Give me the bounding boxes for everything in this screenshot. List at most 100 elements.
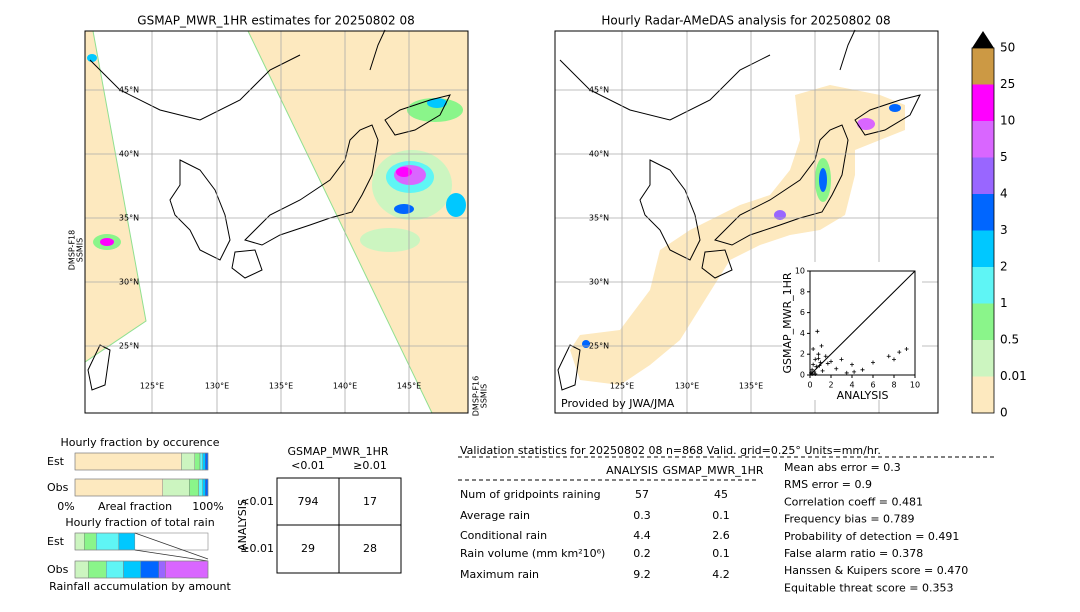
x-tick-label: 10 [910, 381, 920, 390]
color-band [972, 376, 994, 413]
lon-label: 125°E [140, 382, 164, 391]
x-label: ANALYSIS [837, 389, 889, 402]
diagonal [809, 270, 916, 376]
val-header: Validation statistics for 20250802 08 n=… [460, 444, 881, 457]
bar-segment [194, 452, 201, 471]
x-label: Rainfall accumulation by amount [49, 580, 231, 593]
lon-label: 140°E [333, 382, 357, 391]
point [810, 371, 815, 376]
bar-segment [158, 560, 166, 579]
lon-label: 125°E [610, 382, 634, 391]
score: Hanssen & Kuipers score = 0.470 [784, 564, 968, 577]
point [839, 357, 844, 362]
rain [87, 54, 97, 62]
color-band [972, 157, 994, 194]
row-header: ≥0.01 [240, 542, 274, 555]
point [818, 360, 823, 365]
point [850, 362, 854, 367]
score: Mean abs error = 0.3 [784, 461, 901, 474]
lat-label: 30°N [119, 278, 139, 287]
colorbar-label: 5 [1000, 150, 1008, 164]
point [820, 368, 825, 373]
bar-segment [123, 560, 142, 579]
val-cell: Conditional rain [460, 529, 547, 542]
point [897, 350, 902, 355]
bar-frame [74, 452, 209, 471]
point [810, 367, 815, 372]
score: RMS error = 0.9 [784, 478, 872, 491]
val-cell: Num of gridpoints raining [460, 488, 601, 501]
bar-segment [198, 478, 203, 497]
point [812, 369, 817, 374]
val-cell: 0.1 [712, 547, 730, 560]
bar-segment [84, 532, 97, 551]
point [816, 356, 821, 361]
bar-segment [74, 532, 85, 551]
colorbar-label: 4 [1000, 187, 1008, 201]
cell: 17 [363, 495, 377, 508]
point [811, 362, 816, 367]
lon-label: 130°E [675, 382, 699, 391]
table-title: GSMAP_MWR_1HR [287, 445, 388, 458]
row-label: Est [47, 535, 65, 548]
point [904, 347, 909, 351]
color-band [972, 230, 994, 267]
point [825, 361, 830, 366]
swath-label: SSMIS [480, 384, 489, 409]
row-label: ANALYSIS [236, 499, 249, 551]
lat-label: 25°N [589, 342, 609, 351]
bar-segment [205, 452, 209, 471]
point [871, 360, 875, 365]
lat-label: 45°N [119, 86, 139, 95]
val-cell: 2.6 [712, 529, 730, 542]
rain [857, 118, 875, 130]
map-left [84, 29, 469, 414]
point [886, 354, 891, 359]
color-band [972, 84, 994, 121]
inset-frame [809, 270, 916, 376]
bar-segment [181, 452, 195, 471]
bar-segment [74, 478, 163, 497]
rain [407, 98, 463, 122]
rain [774, 210, 786, 220]
bar-title: Hourly fraction by occurence [61, 436, 220, 449]
point [823, 354, 828, 359]
val-cell: Average rain [460, 509, 530, 522]
rain [819, 168, 827, 192]
bar-segment [205, 478, 209, 497]
point [816, 352, 821, 357]
y-tick-label: 10 [795, 267, 805, 276]
val-cell: 0.2 [633, 547, 651, 560]
coastline [557, 29, 921, 391]
colorbar-label: 25 [1000, 77, 1015, 91]
map-frame [554, 30, 939, 414]
connector [134, 532, 209, 562]
color-band [972, 340, 994, 377]
x-label: 100% [192, 500, 223, 513]
y-label: GSMAP_MWR_1HR [781, 272, 794, 373]
colorbar-label: 1 [1000, 296, 1008, 310]
score: Equitable threat score = 0.353 [784, 581, 953, 594]
x-label: 0% [57, 500, 74, 513]
col-header: ≥0.01 [353, 459, 387, 472]
x-tick-label: 2 [828, 381, 833, 390]
bar-segment [74, 452, 182, 471]
row-header: <0.01 [240, 495, 274, 508]
colorbar-label: 50 [1000, 41, 1015, 55]
lon-label: 135°E [269, 382, 293, 391]
bar-segment [88, 560, 107, 579]
bar-segment [140, 560, 159, 579]
x-tick-label: 4 [849, 381, 854, 390]
val-cell: 4.4 [633, 529, 651, 542]
lon-label: 130°E [205, 382, 229, 391]
score: Probability of detection = 0.491 [784, 530, 959, 543]
bar-segment [74, 560, 89, 579]
point [813, 357, 818, 362]
lon-label: 135°E [739, 382, 763, 391]
score: False alarm ratio = 0.378 [784, 547, 923, 560]
x-tick-label: 8 [891, 381, 896, 390]
swath-label: DMSP-F18 [68, 230, 77, 270]
val-cell: 57 [635, 488, 649, 501]
y-tick-label: 2 [800, 350, 805, 359]
